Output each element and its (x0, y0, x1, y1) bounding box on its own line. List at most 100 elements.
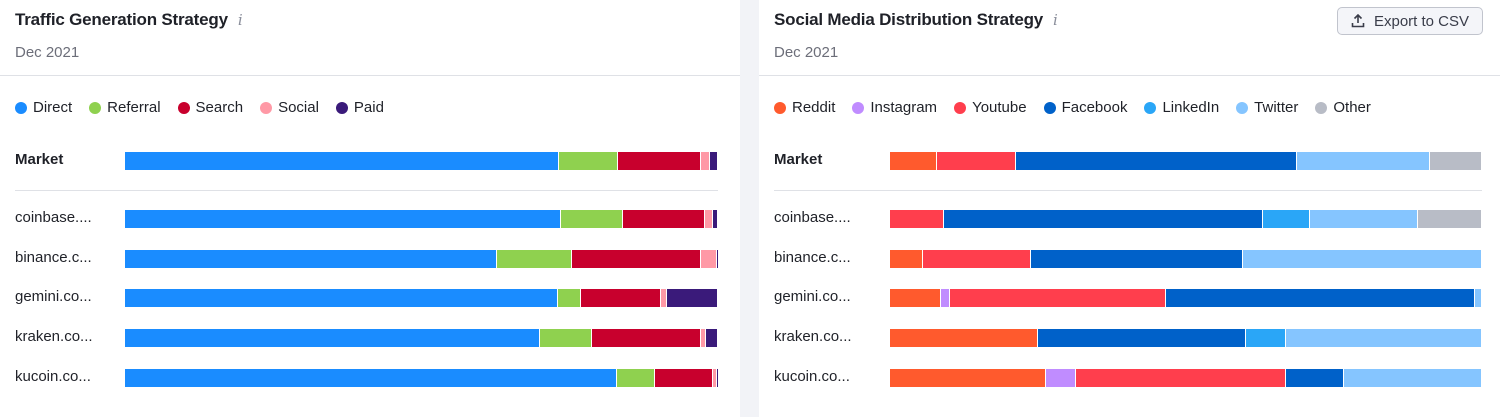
bar-segment-referral[interactable] (557, 289, 580, 307)
market-bar[interactable] (125, 152, 718, 170)
bar-segment-direct[interactable] (125, 250, 496, 268)
legend-item-facebook[interactable]: Facebook (1043, 99, 1127, 116)
domain-bar[interactable] (890, 329, 1482, 347)
bar-segment-search[interactable] (617, 152, 700, 170)
legend-swatch (1315, 101, 1328, 114)
bar-segment-reddit[interactable] (890, 250, 923, 268)
bar-segment-search[interactable] (654, 369, 712, 387)
bar-segment-paid[interactable] (716, 369, 718, 387)
legend-item-youtube[interactable]: Youtube (954, 99, 1027, 116)
bar-segment-direct[interactable] (125, 210, 561, 228)
bar-segment-other[interactable] (1418, 210, 1481, 228)
bar-segment-social[interactable] (661, 289, 666, 307)
bar-segment-search[interactable] (592, 329, 701, 347)
bar-segment-paid[interactable] (705, 329, 717, 347)
bar-segment-facebook[interactable] (1165, 289, 1475, 307)
domain-label[interactable]: gemini.co... (15, 288, 92, 305)
domain-label[interactable]: coinbase.... (774, 209, 851, 226)
bar-segment-youtube[interactable] (890, 210, 944, 228)
bar-segment-social[interactable] (712, 369, 716, 387)
bar-segment-twitter[interactable] (1297, 152, 1430, 170)
domain-bar[interactable] (125, 210, 718, 228)
bar-segment-paid[interactable] (717, 250, 719, 268)
bar-segment-referral[interactable] (539, 329, 592, 347)
legend-swatch (15, 101, 27, 114)
legend-item-other[interactable]: Other (1315, 99, 1371, 116)
bar-segment-facebook[interactable] (944, 210, 1262, 228)
bar-segment-twitter[interactable] (1344, 369, 1481, 387)
bar-segment-search[interactable] (581, 289, 661, 307)
bar-segment-social[interactable] (700, 152, 709, 170)
domain-label[interactable]: kraken.co... (15, 328, 93, 345)
bar-segment-referral[interactable] (559, 152, 617, 170)
domain-bar[interactable] (125, 329, 718, 347)
bar-segment-reddit[interactable] (890, 289, 940, 307)
domain-bar[interactable] (890, 369, 1482, 387)
info-icon[interactable]: i (1053, 11, 1058, 29)
legend-item-paid[interactable]: Paid (335, 99, 384, 116)
legend-label: LinkedIn (1162, 99, 1220, 116)
domain-label[interactable]: coinbase.... (15, 209, 92, 226)
bar-segment-twitter[interactable] (1475, 289, 1481, 307)
bar-segment-other[interactable] (1430, 152, 1481, 170)
legend-swatch (1236, 101, 1249, 114)
domain-bar[interactable] (890, 210, 1482, 228)
bar-segment-youtube[interactable] (937, 152, 1015, 170)
bar-segment-reddit[interactable] (890, 369, 1045, 387)
domain-bar[interactable] (125, 369, 718, 387)
bar-segment-facebook[interactable] (1031, 250, 1243, 268)
domain-label[interactable]: binance.c... (774, 249, 851, 266)
domain-label[interactable]: binance.c... (15, 249, 92, 266)
bar-segment-referral[interactable] (496, 250, 571, 268)
bar-segment-referral[interactable] (617, 369, 654, 387)
bar-segment-search[interactable] (571, 250, 701, 268)
bar-segment-paid[interactable] (712, 210, 717, 228)
bar-segment-search[interactable] (623, 210, 704, 228)
legend-item-instagram[interactable]: Instagram (852, 99, 937, 116)
bar-segment-direct[interactable] (125, 152, 559, 170)
domain-bar[interactable] (125, 250, 719, 268)
domain-label[interactable]: kucoin.co... (15, 368, 91, 385)
bar-segment-facebook[interactable] (1038, 329, 1245, 347)
legend-item-reddit[interactable]: Reddit (774, 99, 835, 116)
bar-segment-instagram[interactable] (940, 289, 949, 307)
legend-item-referral[interactable]: Referral (89, 99, 161, 116)
bar-segment-direct[interactable] (125, 369, 617, 387)
bar-segment-youtube[interactable] (949, 289, 1165, 307)
bar-segment-paid[interactable] (667, 289, 717, 307)
bar-segment-social[interactable] (704, 210, 712, 228)
market-bar[interactable] (890, 152, 1482, 170)
bar-segment-youtube[interactable] (1076, 369, 1286, 387)
bar-segment-youtube[interactable] (923, 250, 1031, 268)
legend-item-twitter[interactable]: Twitter (1236, 99, 1298, 116)
bar-segment-instagram[interactable] (1045, 369, 1076, 387)
export-to-csv-button[interactable]: Export to CSV (1337, 7, 1483, 35)
bar-segment-linkedin[interactable] (1245, 329, 1286, 347)
legend-item-direct[interactable]: Direct (15, 99, 72, 116)
bar-segment-twitter[interactable] (1286, 329, 1481, 347)
bar-segment-social[interactable] (701, 329, 705, 347)
legend-item-social[interactable]: Social (260, 99, 319, 116)
domain-label[interactable]: gemini.co... (774, 288, 851, 305)
domain-bar[interactable] (125, 289, 718, 307)
domain-label[interactable]: kraken.co... (774, 328, 852, 345)
domain-bar[interactable] (890, 250, 1482, 268)
legend-item-linkedin[interactable]: LinkedIn (1144, 99, 1219, 116)
bar-segment-social[interactable] (701, 250, 717, 268)
info-icon[interactable]: i (237, 11, 243, 29)
bar-segment-facebook[interactable] (1015, 152, 1297, 170)
legend-label: Referral (107, 99, 161, 116)
bar-segment-reddit[interactable] (890, 329, 1037, 347)
bar-segment-referral[interactable] (561, 210, 623, 228)
domain-bar[interactable] (890, 289, 1482, 307)
bar-segment-facebook[interactable] (1286, 369, 1344, 387)
legend-item-search[interactable]: Search (177, 99, 243, 116)
bar-segment-direct[interactable] (125, 289, 557, 307)
bar-segment-twitter[interactable] (1243, 250, 1481, 268)
domain-label[interactable]: kucoin.co... (774, 368, 850, 385)
bar-segment-reddit[interactable] (890, 152, 937, 170)
bar-segment-twitter[interactable] (1309, 210, 1418, 228)
bar-segment-paid[interactable] (709, 152, 717, 170)
bar-segment-linkedin[interactable] (1262, 210, 1309, 228)
bar-segment-direct[interactable] (125, 329, 539, 347)
